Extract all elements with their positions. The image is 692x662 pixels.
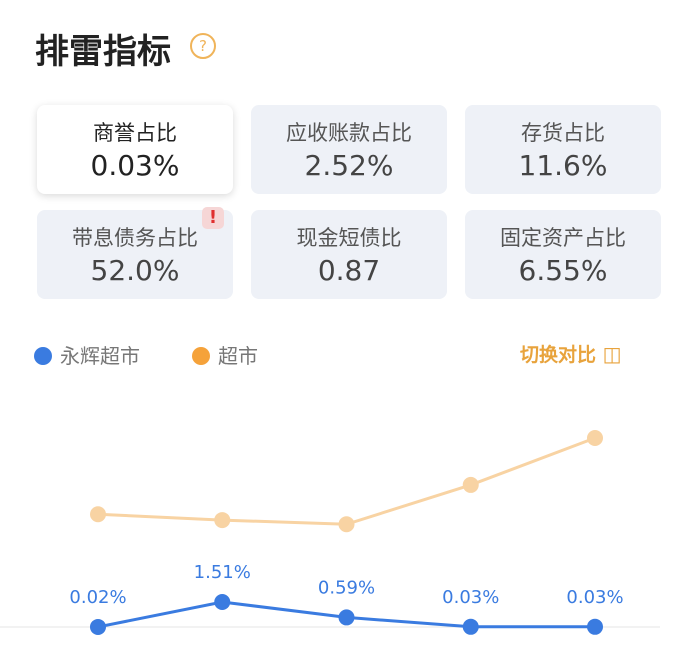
data-point xyxy=(214,594,231,611)
metric-value: 6.55% xyxy=(518,254,608,287)
metric-label: 固定资产占比 xyxy=(500,226,626,250)
legend-label: 永辉超市 xyxy=(60,344,140,368)
series-line xyxy=(97,436,596,526)
data-point xyxy=(462,618,479,635)
data-label: 1.51% xyxy=(194,562,251,583)
metric-label: 带息债务占比 xyxy=(72,226,198,250)
data-label: 0.59% xyxy=(318,577,375,598)
data-label: 0.03% xyxy=(442,587,499,608)
data-point xyxy=(90,506,106,523)
metric-card[interactable]: 带息债务占比 52.0% xyxy=(37,210,233,299)
legend-label: 超市 xyxy=(218,344,258,368)
metric-card[interactable]: 应收账款占比 2.52% xyxy=(251,105,447,194)
data-point xyxy=(90,618,106,635)
metric-card[interactable]: 固定资产占比 6.55% xyxy=(465,210,661,299)
help-icon[interactable]: ? xyxy=(190,33,216,59)
warning-badge: ! xyxy=(202,207,224,229)
metric-label: 应收账款占比 xyxy=(286,121,412,145)
data-label: 0.03% xyxy=(566,587,623,608)
data-point xyxy=(587,618,603,635)
title: 排雷指标 xyxy=(35,32,171,72)
metric-value: 52.0% xyxy=(90,254,180,287)
switch-label: 切换对比 xyxy=(520,344,597,366)
metric-label: 存货占比 xyxy=(521,121,605,145)
legend-dot xyxy=(34,347,52,365)
metric-value: 0.87 xyxy=(317,254,381,287)
metric-value: 11.6% xyxy=(518,149,608,182)
data-label: 0.02% xyxy=(69,587,126,608)
metric-card[interactable]: 存货占比 11.6% xyxy=(465,105,661,194)
legend-dot xyxy=(192,347,210,365)
metric-value: 2.52% xyxy=(304,149,394,182)
metric-label: 现金短债比 xyxy=(296,226,402,250)
legend-item[interactable]: 超市 xyxy=(192,340,258,369)
switch-button[interactable]: 切换对比 ◫ xyxy=(520,342,622,366)
metric-card[interactable]: 商誉占比 0.03% xyxy=(37,105,233,194)
data-point xyxy=(214,512,231,529)
legend-item[interactable]: 永辉超市 xyxy=(34,340,140,369)
metric-card[interactable]: 现金短债比 0.87 xyxy=(251,210,447,299)
metric-value: 0.03% xyxy=(90,149,180,182)
metric-label: 商誉占比 xyxy=(93,121,177,145)
data-point xyxy=(338,516,355,533)
data-point xyxy=(338,609,355,626)
data-point xyxy=(462,476,479,493)
data-point xyxy=(587,430,603,446)
